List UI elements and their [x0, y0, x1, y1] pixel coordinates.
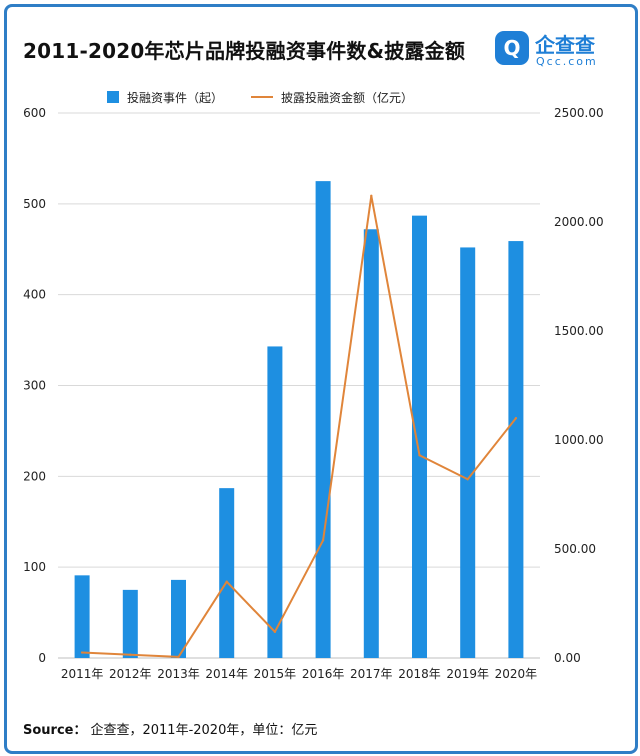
line-point: [177, 655, 180, 659]
bar: [363, 229, 379, 658]
line-point: [80, 651, 84, 654]
bar: [122, 589, 138, 658]
bar: [508, 241, 524, 658]
chart-legend: 投融资事件（起） 披露投融资金额（亿元）: [107, 87, 441, 107]
legend-label-line: 披露投融资金额（亿元）: [281, 90, 414, 105]
source-label: Source：: [23, 723, 87, 738]
line-point: [466, 478, 469, 481]
source-text: 企查查，2011年-2020年，单位：亿元: [90, 723, 318, 738]
legend-bar-swatch: [107, 91, 119, 103]
line-point: [370, 194, 373, 198]
x-tick-label: 2014年: [205, 667, 248, 681]
y-tick-label-right: 2000.00: [554, 215, 604, 229]
legend-item-line: 披露投融资金额（亿元）: [251, 89, 413, 106]
line-series-amount: [82, 194, 517, 658]
qcc-logo: Q 企查查 Qcc.com: [495, 29, 615, 73]
y-tick-label-right: 500.00: [554, 542, 596, 556]
bar: [267, 346, 283, 658]
bar: [74, 575, 90, 658]
x-tick-label: 2016年: [302, 667, 345, 681]
x-tick-label: 2019年: [446, 667, 489, 681]
x-tick-label: 2013年: [157, 667, 200, 681]
line-point: [418, 454, 421, 457]
y-tick-label-left: 400: [23, 288, 46, 302]
x-tick-label: 2015年: [254, 667, 297, 681]
y-tick-label-left: 300: [23, 379, 46, 393]
x-tick-label: 2017年: [350, 667, 393, 681]
bar: [315, 181, 331, 658]
source-note: Source： 企查查，2011年-2020年，单位：亿元: [23, 719, 317, 738]
legend-item-bars: 投融资事件（起）: [107, 89, 223, 106]
line-point: [273, 630, 277, 634]
y-tick-label-right: 1000.00: [554, 433, 604, 447]
y-tick-label-left: 100: [23, 560, 46, 574]
x-tick-label: 2020年: [495, 667, 538, 681]
bar: [412, 215, 427, 658]
chart-title: 2011-2020年芯片品牌投融资事件数&披露金额: [23, 39, 466, 63]
legend-line-swatch: [251, 96, 274, 98]
line-point: [514, 417, 518, 420]
bar: [171, 579, 186, 658]
y-tick-label-right: 2500.00: [554, 106, 604, 120]
qcc-logo-icon: Q: [495, 31, 529, 65]
x-tick-label: 2012年: [109, 667, 152, 681]
bar: [219, 488, 235, 658]
x-tick-label: 2018年: [398, 667, 441, 681]
x-tick-label: 2011年: [61, 667, 104, 681]
y-tick-label-left: 0: [38, 651, 46, 665]
qcc-logo-name: 企查查: [535, 33, 595, 57]
line-point: [129, 653, 132, 656]
y-tick-label-left: 600: [23, 106, 46, 120]
line-point: [321, 539, 325, 542]
y-tick-label-right: 1500.00: [554, 324, 604, 338]
bar: [460, 247, 476, 658]
y-tick-label-right: 0.00: [554, 651, 581, 665]
y-tick-label-left: 200: [23, 469, 46, 483]
legend-label-bars: 投融资事件（起）: [127, 90, 224, 105]
y-tick-label-left: 500: [23, 197, 46, 211]
qcc-logo-domain: Qcc.com: [536, 55, 598, 68]
line-point: [225, 580, 228, 583]
